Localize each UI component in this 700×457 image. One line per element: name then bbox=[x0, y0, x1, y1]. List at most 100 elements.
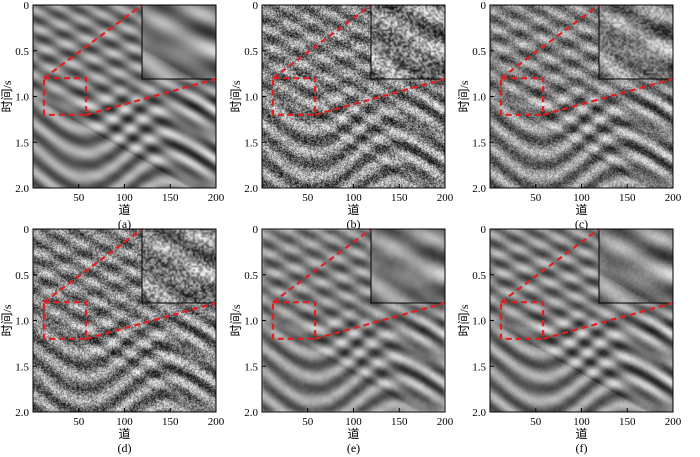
y-tick-label: 1.0 bbox=[472, 92, 486, 104]
y-axis-label: 时间/s bbox=[0, 304, 14, 336]
y-tick-label: 1.5 bbox=[472, 361, 486, 373]
connector-line-top bbox=[272, 228, 372, 304]
x-tick-label: 100 bbox=[573, 192, 590, 204]
x-tick-label: 150 bbox=[162, 416, 179, 428]
y-tick-label: 1.5 bbox=[244, 361, 258, 373]
y-tick-label: 1.0 bbox=[244, 92, 258, 104]
y-tick-label: 0.5 bbox=[244, 46, 258, 58]
connector-line-top bbox=[43, 4, 143, 80]
panel-label: (d) bbox=[118, 441, 132, 455]
y-tick-label: 0.5 bbox=[15, 270, 29, 282]
x-axis-label: 道 bbox=[347, 427, 359, 441]
y-tick-label: 0.5 bbox=[15, 46, 29, 58]
y-tick-label: 1.0 bbox=[15, 92, 29, 104]
x-tick-label: 100 bbox=[345, 416, 362, 428]
y-tick-label: 0.5 bbox=[244, 270, 258, 282]
y-tick-label: 0 bbox=[24, 224, 30, 236]
panel-b: 50 100 150 200 0 0.5 1.0 1.5 2.0 道 时间/s (b) bbox=[229, 0, 454, 231]
panel-e: 50 100 150 200 0 0.5 1.0 1.5 2.0 道 时间/s (e) bbox=[229, 224, 454, 455]
y-axis-label: 时间/s bbox=[457, 304, 471, 336]
connector-line-bottom bbox=[314, 77, 446, 116]
panel-f: 50 100 150 200 0 0.5 1.0 1.5 2.0 道 时间/s (f) bbox=[457, 224, 682, 455]
x-tick-label: 50 bbox=[530, 192, 542, 204]
x-tick-label: 150 bbox=[619, 192, 636, 204]
panel-d: 50 100 150 200 0 0.5 1.0 1.5 2.0 道 时间/s (d) bbox=[0, 224, 225, 455]
zoom-inset bbox=[599, 229, 673, 303]
x-tick-label: 50 bbox=[73, 416, 85, 428]
panel-label: (a) bbox=[118, 217, 131, 231]
x-tick-label: 200 bbox=[665, 416, 682, 428]
x-tick-label: 200 bbox=[208, 416, 225, 428]
x-tick-label: 100 bbox=[116, 192, 133, 204]
y-tick-label: 0 bbox=[253, 224, 259, 236]
connector-line-bottom bbox=[85, 301, 217, 340]
panel-label: (c) bbox=[575, 217, 588, 231]
highlight-box bbox=[42, 77, 88, 116]
connector-line-top bbox=[43, 228, 143, 304]
x-axis-label: 道 bbox=[575, 427, 587, 441]
panel-label: (e) bbox=[347, 441, 360, 455]
x-tick-label: 200 bbox=[437, 416, 454, 428]
y-axis-label: 时间/s bbox=[229, 80, 243, 112]
y-tick-label: 2.0 bbox=[472, 183, 486, 195]
x-tick-label: 150 bbox=[391, 192, 408, 204]
y-axis-label: 时间/s bbox=[457, 80, 471, 112]
connector-line-top bbox=[500, 228, 600, 304]
y-tick-label: 2.0 bbox=[15, 183, 29, 195]
y-tick-label: 0 bbox=[24, 0, 30, 12]
x-tick-label: 100 bbox=[573, 416, 590, 428]
highlight-box bbox=[42, 301, 88, 340]
y-tick-label: 1.5 bbox=[244, 137, 258, 149]
y-tick-label: 1.0 bbox=[244, 316, 258, 328]
connector-line-bottom bbox=[542, 77, 674, 116]
y-tick-label: 2.0 bbox=[472, 407, 486, 419]
x-tick-label: 100 bbox=[116, 416, 133, 428]
x-tick-label: 150 bbox=[619, 416, 636, 428]
zoom-inset bbox=[371, 229, 445, 303]
y-tick-label: 2.0 bbox=[244, 183, 258, 195]
x-axis-label: 道 bbox=[575, 203, 587, 217]
y-tick-label: 1.5 bbox=[15, 361, 29, 373]
x-tick-label: 150 bbox=[391, 416, 408, 428]
y-tick-label: 0.5 bbox=[472, 46, 486, 58]
x-tick-label: 50 bbox=[530, 416, 542, 428]
y-tick-label: 1.5 bbox=[15, 137, 29, 149]
x-axis-label: 道 bbox=[347, 203, 359, 217]
connector-line-top bbox=[500, 4, 600, 80]
y-tick-label: 0 bbox=[481, 224, 487, 236]
y-tick-label: 0 bbox=[481, 0, 487, 12]
panel-label: (f) bbox=[576, 441, 588, 455]
y-tick-label: 0 bbox=[253, 0, 259, 12]
y-tick-label: 2.0 bbox=[15, 407, 29, 419]
highlight-box bbox=[271, 301, 317, 340]
zoom-inset bbox=[142, 229, 216, 303]
panel-a: 50 100 150 200 0 0.5 1.0 1.5 2.0 道 时间/s (a) bbox=[0, 0, 225, 231]
y-axis-label: 时间/s bbox=[229, 304, 243, 336]
highlight-box bbox=[499, 301, 545, 340]
x-tick-label: 50 bbox=[302, 416, 314, 428]
connector-line-bottom bbox=[542, 301, 674, 340]
connector-line-top bbox=[272, 4, 372, 80]
y-tick-label: 2.0 bbox=[244, 407, 258, 419]
x-tick-label: 100 bbox=[345, 192, 362, 204]
y-tick-label: 1.0 bbox=[472, 316, 486, 328]
y-tick-label: 1.0 bbox=[15, 316, 29, 328]
zoom-inset bbox=[599, 5, 673, 79]
highlight-box bbox=[499, 77, 545, 116]
y-tick-label: 0.5 bbox=[472, 270, 486, 282]
x-axis-label: 道 bbox=[118, 203, 130, 217]
x-tick-label: 200 bbox=[208, 192, 225, 204]
panel-label: (b) bbox=[347, 217, 361, 231]
x-tick-label: 50 bbox=[73, 192, 85, 204]
x-tick-label: 200 bbox=[437, 192, 454, 204]
panel-c: 50 100 150 200 0 0.5 1.0 1.5 2.0 道 时间/s (c) bbox=[457, 0, 682, 231]
connector-line-bottom bbox=[314, 301, 446, 340]
highlight-box bbox=[271, 77, 317, 116]
y-axis-label: 时间/s bbox=[0, 80, 14, 112]
x-tick-label: 200 bbox=[665, 192, 682, 204]
x-tick-label: 50 bbox=[302, 192, 314, 204]
zoom-inset bbox=[142, 5, 216, 79]
x-tick-label: 150 bbox=[162, 192, 179, 204]
